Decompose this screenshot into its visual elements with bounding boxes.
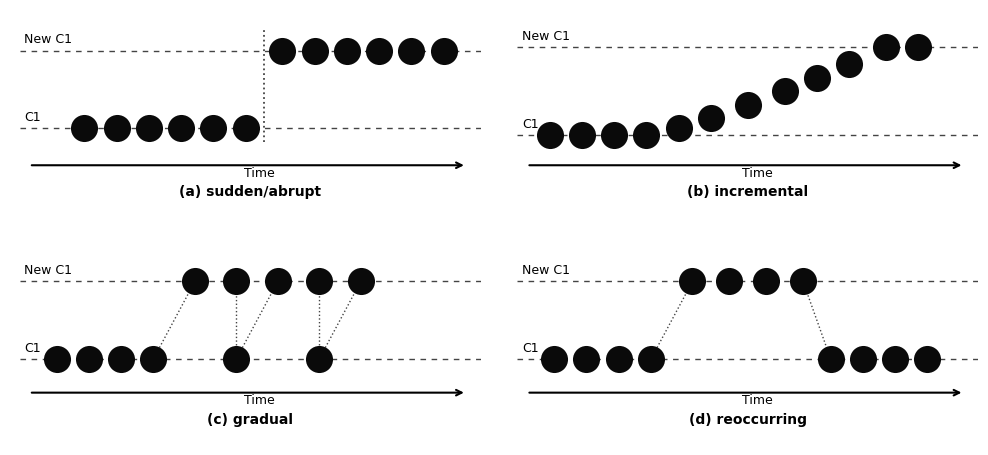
Point xyxy=(607,131,622,139)
Point xyxy=(777,87,792,95)
Text: New C1: New C1 xyxy=(522,264,570,277)
Text: Time: Time xyxy=(742,394,773,407)
Point xyxy=(809,74,825,81)
Point xyxy=(721,278,737,285)
Point xyxy=(795,278,811,285)
Text: (b) incremental: (b) incremental xyxy=(688,186,808,199)
Point xyxy=(141,125,157,132)
Point xyxy=(541,131,557,139)
Text: Time: Time xyxy=(244,394,275,407)
Text: C1: C1 xyxy=(522,342,538,355)
Point xyxy=(823,355,839,363)
Text: New C1: New C1 xyxy=(25,264,72,277)
Point xyxy=(546,355,562,363)
Point xyxy=(671,125,687,132)
Point xyxy=(841,61,857,68)
Point xyxy=(920,355,936,363)
Point xyxy=(114,355,129,363)
Point xyxy=(76,125,92,132)
Point xyxy=(910,44,926,51)
Point xyxy=(643,355,659,363)
Text: (c) gradual: (c) gradual xyxy=(207,413,293,427)
Point xyxy=(238,125,254,132)
Point xyxy=(306,47,322,54)
Point xyxy=(878,44,894,51)
Point xyxy=(311,278,327,285)
Text: C1: C1 xyxy=(25,111,41,124)
Point xyxy=(270,278,286,285)
Point xyxy=(887,355,903,363)
Point xyxy=(353,278,369,285)
Text: Time: Time xyxy=(742,167,773,180)
Point xyxy=(173,125,189,132)
Point xyxy=(740,101,756,108)
Point xyxy=(579,355,595,363)
Point xyxy=(574,131,590,139)
Text: (a) sudden/abrupt: (a) sudden/abrupt xyxy=(179,186,321,199)
Point xyxy=(855,355,870,363)
Point xyxy=(206,125,221,132)
Text: C1: C1 xyxy=(25,342,41,355)
Point xyxy=(228,355,244,363)
Point xyxy=(339,47,355,54)
Point xyxy=(275,47,290,54)
Point xyxy=(81,355,97,363)
Point xyxy=(311,355,327,363)
Point xyxy=(145,355,161,363)
Point xyxy=(703,115,719,122)
Point xyxy=(48,355,64,363)
Point xyxy=(638,131,654,139)
Text: C1: C1 xyxy=(522,118,538,131)
Text: Time: Time xyxy=(244,167,275,180)
Text: (d) reoccurring: (d) reoccurring xyxy=(689,413,807,427)
Point xyxy=(228,278,244,285)
Point xyxy=(436,47,452,54)
Point xyxy=(685,278,700,285)
Point xyxy=(109,125,124,132)
Point xyxy=(187,278,203,285)
Point xyxy=(403,47,419,54)
Point xyxy=(758,278,774,285)
Text: New C1: New C1 xyxy=(25,34,72,46)
Point xyxy=(611,355,626,363)
Point xyxy=(371,47,387,54)
Text: New C1: New C1 xyxy=(522,30,570,43)
